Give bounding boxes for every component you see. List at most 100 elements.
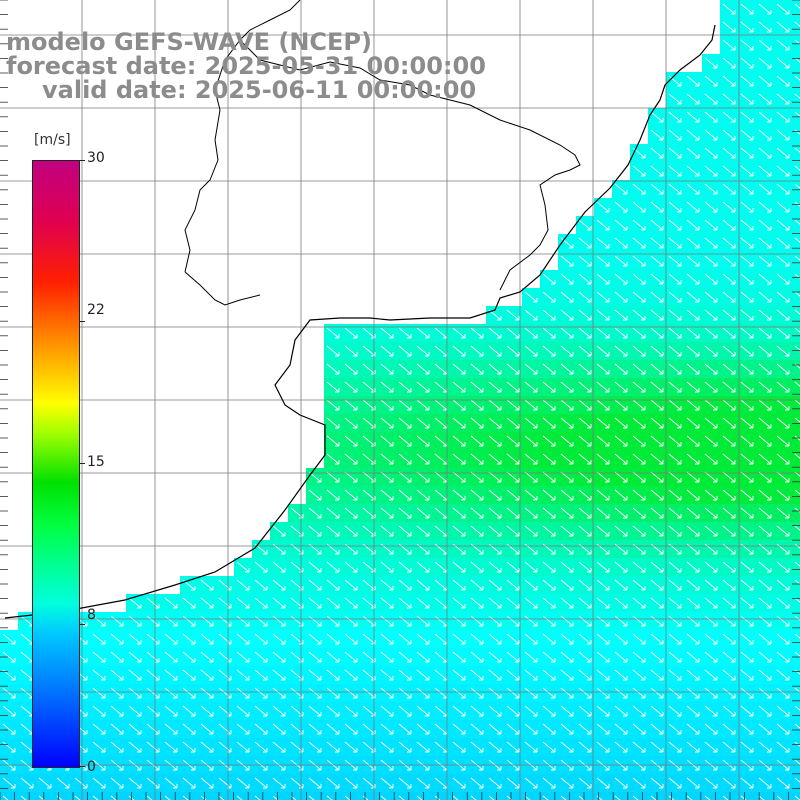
wind-arrow xyxy=(650,129,664,141)
wind-arrow xyxy=(668,75,682,87)
wind-arrow xyxy=(326,669,340,681)
wind-arrow xyxy=(344,363,358,375)
wind-arrow xyxy=(632,309,646,321)
wind-arrow xyxy=(632,345,646,357)
wind-arrow xyxy=(776,39,790,51)
wind-arrow xyxy=(506,795,513,800)
wind-arrow xyxy=(560,795,567,800)
wind-arrow xyxy=(596,615,610,627)
wind-arrow xyxy=(704,381,718,393)
wind-arrow xyxy=(200,777,214,789)
wind-arrow xyxy=(326,705,340,717)
wind-arrow xyxy=(92,687,106,699)
wind-arrow xyxy=(110,687,124,699)
wind-arrow xyxy=(164,687,178,699)
wind-arrow xyxy=(650,507,664,519)
wind-arrow xyxy=(632,489,646,501)
wind-speed-cell xyxy=(72,792,90,800)
wind-arrow xyxy=(380,417,394,429)
wind-arrow xyxy=(614,237,628,249)
coastline xyxy=(4,24,716,619)
wind-arrow xyxy=(578,651,592,663)
wind-arrow xyxy=(740,147,754,159)
wind-arrow xyxy=(704,237,718,249)
wind-arrow xyxy=(668,237,682,249)
wind-arrow xyxy=(776,723,790,735)
wind-speed-cell xyxy=(792,684,800,702)
wind-arrow xyxy=(794,399,800,405)
wind-arrow xyxy=(146,615,160,627)
wind-arrow xyxy=(488,741,502,753)
wind-arrow xyxy=(776,201,790,213)
wind-arrow xyxy=(740,327,754,339)
wind-arrow xyxy=(758,417,772,429)
wind-arrow xyxy=(668,615,682,627)
wind-speed-cell xyxy=(324,792,342,800)
wind-arrow xyxy=(614,561,628,573)
wind-arrow xyxy=(452,651,466,663)
wind-speed-cell xyxy=(360,792,378,800)
wind-arrow xyxy=(488,525,502,537)
wind-arrow xyxy=(524,399,538,411)
wind-arrow xyxy=(794,759,800,765)
wind-arrow xyxy=(326,741,340,753)
wind-arrow xyxy=(470,615,484,627)
wind-arrow xyxy=(704,363,718,375)
wind-arrow xyxy=(668,471,682,483)
wind-arrow xyxy=(164,795,171,800)
wind-arrow xyxy=(272,561,286,573)
wind-speed-cell xyxy=(792,522,800,540)
wind-arrow xyxy=(488,453,502,465)
wind-arrow xyxy=(704,309,718,321)
wind-arrow xyxy=(470,507,484,519)
wind-arrow xyxy=(578,327,592,339)
wind-arrow xyxy=(398,741,412,753)
wind-arrow xyxy=(488,489,502,501)
wind-arrow xyxy=(110,633,124,645)
wind-arrow xyxy=(740,291,754,303)
wind-arrow xyxy=(416,669,430,681)
wind-arrow xyxy=(524,723,538,735)
wind-arrow xyxy=(722,795,729,800)
wind-arrow xyxy=(776,669,790,681)
wind-speed-cell xyxy=(792,594,800,612)
wind-arrow xyxy=(380,579,394,591)
wind-arrow xyxy=(542,669,556,681)
wind-speed-cell xyxy=(288,792,306,800)
wind-arrow xyxy=(272,669,286,681)
wind-arrow xyxy=(20,795,27,800)
wind-arrow xyxy=(668,741,682,753)
wind-arrow xyxy=(254,777,268,789)
wind-arrow xyxy=(452,633,466,645)
wind-arrow xyxy=(758,111,772,123)
wind-speed-cell xyxy=(792,504,800,522)
wind-arrow xyxy=(236,777,250,789)
wind-arrow xyxy=(776,183,790,195)
wind-arrow xyxy=(758,39,772,51)
wind-arrow xyxy=(560,435,574,447)
wind-arrow xyxy=(704,417,718,429)
colorbar-tick-15: 15 xyxy=(87,454,105,470)
wind-arrow xyxy=(722,21,736,33)
wind-arrow xyxy=(398,345,412,357)
wind-arrow xyxy=(146,669,160,681)
wind-arrow xyxy=(578,309,592,321)
wind-arrow xyxy=(452,561,466,573)
wind-arrow xyxy=(560,651,574,663)
wind-arrow xyxy=(254,669,268,681)
wind-arrow xyxy=(758,21,772,33)
wind-arrow xyxy=(650,615,664,627)
wind-arrow xyxy=(452,597,466,609)
wind-arrow xyxy=(758,561,772,573)
wind-arrow xyxy=(164,723,178,735)
wind-arrow xyxy=(488,615,502,627)
wind-arrow xyxy=(578,219,592,231)
wind-arrow xyxy=(794,651,800,657)
wind-arrow xyxy=(632,363,646,375)
wind-arrow xyxy=(200,687,214,699)
wind-arrow xyxy=(686,345,700,357)
wind-arrow xyxy=(380,669,394,681)
wind-arrow xyxy=(668,723,682,735)
wind-speed-cell xyxy=(792,72,800,90)
wind-arrow xyxy=(668,795,675,800)
